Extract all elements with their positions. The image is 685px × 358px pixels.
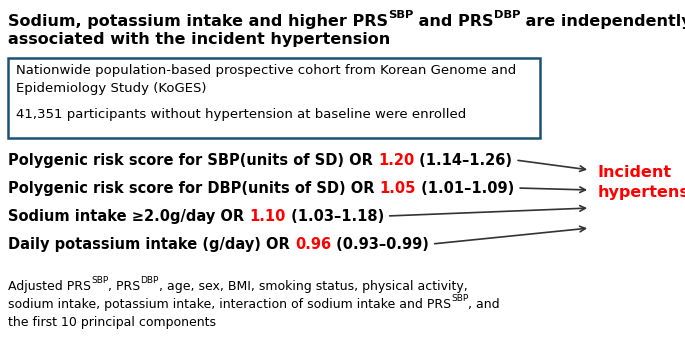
Text: Sodium, potassium intake and higher PRS: Sodium, potassium intake and higher PRS: [8, 14, 388, 29]
Text: Polygenic risk score for SBP(units of SD) OR: Polygenic risk score for SBP(units of SD…: [8, 153, 378, 168]
Text: 41,351 participants without hypertension at baseline were enrolled: 41,351 participants without hypertension…: [16, 108, 466, 121]
Text: DBP: DBP: [494, 10, 521, 20]
Text: 1.10: 1.10: [249, 209, 286, 224]
Text: 1.05: 1.05: [379, 181, 416, 196]
Text: Epidemiology Study (KoGES): Epidemiology Study (KoGES): [16, 82, 206, 95]
Text: sodium intake, potassium intake, interaction of sodium intake and PRS: sodium intake, potassium intake, interac…: [8, 298, 451, 311]
Text: Sodium intake ≥2.0g/day OR: Sodium intake ≥2.0g/day OR: [8, 209, 249, 224]
Text: SBP: SBP: [451, 294, 469, 303]
Text: associated with the incident hypertension: associated with the incident hypertensio…: [8, 32, 390, 47]
Text: (0.93–0.99): (0.93–0.99): [331, 237, 429, 252]
Text: are independently: are independently: [521, 14, 685, 29]
Text: DBP: DBP: [140, 276, 159, 285]
Text: hypertension: hypertension: [598, 185, 685, 200]
Text: 0.96: 0.96: [295, 237, 331, 252]
Text: 1.20: 1.20: [378, 153, 414, 168]
Bar: [8, 58, 540, 138]
Text: Incident: Incident: [598, 165, 672, 180]
Text: and PRS: and PRS: [413, 14, 494, 29]
Text: Polygenic risk score for DBP(units of SD) OR: Polygenic risk score for DBP(units of SD…: [8, 181, 379, 196]
Text: (1.01–1.09): (1.01–1.09): [416, 181, 514, 196]
Text: the first 10 principal components: the first 10 principal components: [8, 316, 216, 329]
Text: SBP: SBP: [388, 10, 413, 20]
Text: Adjusted PRS: Adjusted PRS: [8, 280, 91, 293]
Text: , age, sex, BMI, smoking status, physical activity,: , age, sex, BMI, smoking status, physica…: [159, 280, 468, 293]
Text: Nationwide population-based prospective cohort from Korean Genome and: Nationwide population-based prospective …: [16, 64, 516, 77]
Text: , and: , and: [469, 298, 500, 311]
Text: Daily potassium intake (g/day) OR: Daily potassium intake (g/day) OR: [8, 237, 295, 252]
Text: (1.14–1.26): (1.14–1.26): [414, 153, 512, 168]
Text: (1.03–1.18): (1.03–1.18): [286, 209, 384, 224]
Text: , PRS: , PRS: [108, 280, 140, 293]
Text: SBP: SBP: [91, 276, 108, 285]
